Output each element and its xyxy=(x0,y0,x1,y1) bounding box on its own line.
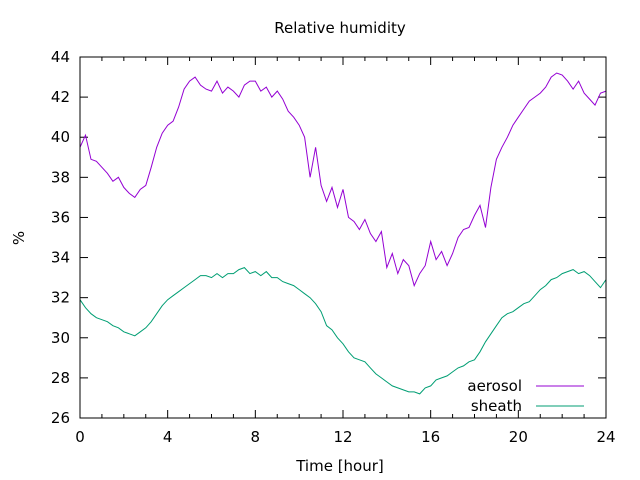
y-tick-label: 42 xyxy=(51,88,70,106)
y-tick-label: 28 xyxy=(51,369,70,387)
legend-label-aerosol: aerosol xyxy=(467,377,522,395)
y-tick-label: 36 xyxy=(51,208,70,226)
x-tick-label: 0 xyxy=(75,428,85,446)
data-series xyxy=(79,72,607,395)
chart-title: Relative humidity xyxy=(274,19,406,37)
x-tick-label: 24 xyxy=(596,428,615,446)
y-tick-label: 38 xyxy=(51,168,70,186)
legend-label-sheath: sheath xyxy=(471,397,522,415)
x-tick-label: 12 xyxy=(333,428,352,446)
x-tick-label: 16 xyxy=(421,428,440,446)
x-tick-label: 8 xyxy=(251,428,261,446)
y-tick-label: 44 xyxy=(51,48,70,66)
series-line-sheath xyxy=(79,267,607,395)
y-tick-label: 40 xyxy=(51,128,70,146)
x-axis-label: Time [hour] xyxy=(295,457,384,475)
y-axis-label: % xyxy=(10,231,28,245)
y-tick-label: 32 xyxy=(51,289,70,307)
x-tick-label: 20 xyxy=(509,428,528,446)
y-tick-label: 34 xyxy=(51,249,70,267)
y-tick-label: 30 xyxy=(51,329,70,347)
y-tick-label: 26 xyxy=(51,409,70,427)
axis-ticks: 0 4 8 12 16 20 24 26 28 30 32 34 36 38 40 42 44 xyxy=(51,48,616,446)
x-tick-label: 4 xyxy=(163,428,173,446)
series-line-aerosol xyxy=(79,72,607,288)
legend: aerosol sheath xyxy=(467,377,584,415)
plot-frame xyxy=(79,56,607,419)
